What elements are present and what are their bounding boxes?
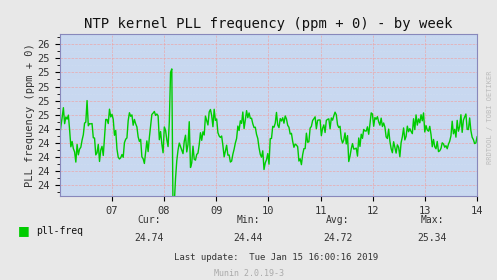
Text: ■: ■	[17, 225, 29, 237]
Text: 24.44: 24.44	[234, 233, 263, 243]
Title: NTP kernel PLL frequency (ppm + 0) - by week: NTP kernel PLL frequency (ppm + 0) - by …	[84, 17, 453, 31]
Text: 24.72: 24.72	[323, 233, 353, 243]
Text: Last update:  Tue Jan 15 16:00:16 2019: Last update: Tue Jan 15 16:00:16 2019	[174, 253, 378, 262]
Text: 24.74: 24.74	[134, 233, 164, 243]
Text: Cur:: Cur:	[137, 214, 161, 225]
Text: Max:: Max:	[420, 214, 444, 225]
Text: Munin 2.0.19-3: Munin 2.0.19-3	[214, 269, 283, 278]
Y-axis label: PLL frequency (ppm + 0): PLL frequency (ppm + 0)	[25, 43, 35, 187]
Text: Avg:: Avg:	[326, 214, 350, 225]
Text: 25.34: 25.34	[417, 233, 447, 243]
Text: pll-freq: pll-freq	[36, 226, 83, 236]
Text: RRDTOOL / TOBI OETIKER: RRDTOOL / TOBI OETIKER	[487, 71, 493, 164]
Text: Min:: Min:	[237, 214, 260, 225]
